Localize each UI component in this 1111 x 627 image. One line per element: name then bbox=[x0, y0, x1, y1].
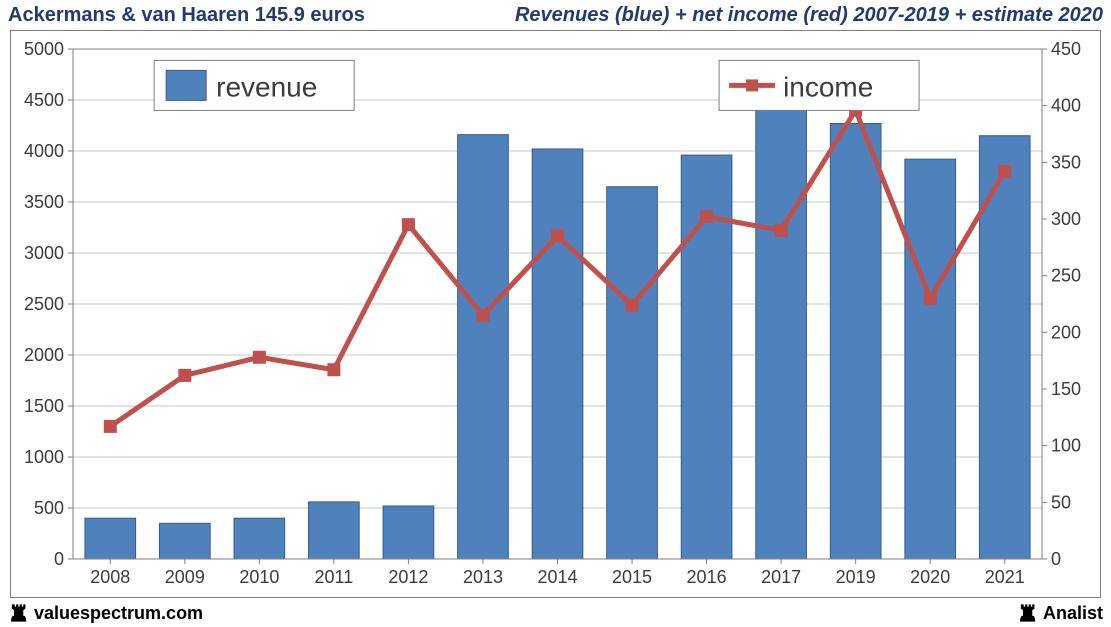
chart-plot-area: 0500100015002000250030003500400045005000… bbox=[10, 30, 1101, 598]
x-tick-label: 2012 bbox=[388, 567, 428, 587]
footer-right-text: Analist bbox=[1043, 603, 1103, 624]
y-right-tick-label: 0 bbox=[1051, 549, 1061, 569]
chart-title-left: Ackermans & van Haaren 145.9 euros bbox=[8, 4, 365, 27]
y-left-tick-label: 1500 bbox=[24, 396, 64, 416]
footer-right-brand: Analist bbox=[1019, 603, 1103, 624]
y-left-tick-label: 4500 bbox=[24, 90, 64, 110]
income-marker bbox=[477, 309, 489, 321]
y-left-tick-label: 2000 bbox=[24, 345, 64, 365]
legend-revenue: revenue bbox=[154, 60, 354, 110]
y-right-tick-label: 350 bbox=[1051, 152, 1081, 172]
legend-revenue-label: revenue bbox=[216, 71, 317, 102]
x-tick-label: 2008 bbox=[90, 567, 130, 587]
footer-left-text: valuespectrum.com bbox=[34, 603, 203, 624]
x-tick-label: 2016 bbox=[687, 567, 727, 587]
revenue-bar bbox=[383, 506, 434, 559]
y-left-tick-label: 5000 bbox=[24, 39, 64, 59]
x-tick-label: 2013 bbox=[463, 567, 503, 587]
y-right-tick-label: 450 bbox=[1051, 39, 1081, 59]
revenue-bar bbox=[905, 159, 956, 559]
income-marker bbox=[328, 364, 340, 376]
revenue-bar bbox=[756, 104, 807, 559]
y-left-tick-label: 4000 bbox=[24, 141, 64, 161]
y-left-tick-label: 3000 bbox=[24, 243, 64, 263]
x-tick-label: 2011 bbox=[315, 567, 354, 587]
income-marker bbox=[253, 351, 265, 363]
x-tick-label: 2015 bbox=[612, 567, 652, 587]
x-tick-label: 2019 bbox=[836, 567, 876, 587]
income-marker bbox=[179, 369, 191, 381]
x-tick-label: 2017 bbox=[761, 567, 801, 587]
chart-svg: 0500100015002000250030003500400045005000… bbox=[11, 31, 1100, 597]
income-marker bbox=[402, 219, 414, 231]
rook-icon bbox=[10, 603, 28, 623]
y-left-tick-label: 2500 bbox=[24, 294, 64, 314]
y-right-tick-label: 400 bbox=[1051, 96, 1081, 116]
y-left-tick-label: 3500 bbox=[24, 192, 64, 212]
y-left-tick-label: 1000 bbox=[24, 447, 64, 467]
x-tick-label: 2010 bbox=[239, 567, 279, 587]
footer-left-brand: valuespectrum.com bbox=[10, 603, 203, 624]
x-tick-label: 2009 bbox=[165, 567, 205, 587]
income-marker bbox=[626, 299, 638, 311]
income-marker bbox=[104, 420, 116, 432]
revenue-bar bbox=[159, 523, 210, 559]
y-right-tick-label: 300 bbox=[1051, 209, 1081, 229]
y-right-tick-label: 100 bbox=[1051, 436, 1081, 456]
y-right-tick-label: 50 bbox=[1051, 492, 1071, 512]
revenue-bar bbox=[309, 502, 360, 559]
x-tick-label: 2021 bbox=[985, 567, 1025, 587]
legend-income-label: income bbox=[783, 71, 873, 102]
income-marker bbox=[999, 165, 1011, 177]
revenue-bar bbox=[458, 135, 509, 559]
income-marker bbox=[924, 292, 936, 304]
y-left-tick-label: 500 bbox=[34, 498, 64, 518]
x-tick-label: 2014 bbox=[537, 567, 577, 587]
x-tick-label: 2020 bbox=[910, 567, 950, 587]
y-right-tick-label: 250 bbox=[1051, 266, 1081, 286]
y-right-tick-label: 200 bbox=[1051, 322, 1081, 342]
income-marker bbox=[775, 224, 787, 236]
revenue-bar bbox=[85, 518, 136, 559]
revenue-bar bbox=[607, 187, 658, 559]
revenue-bar bbox=[830, 123, 881, 559]
chart-title-right: Revenues (blue) + net income (red) 2007-… bbox=[515, 4, 1103, 27]
income-marker bbox=[552, 230, 564, 242]
revenue-bar bbox=[234, 518, 285, 559]
rook-icon bbox=[1019, 603, 1037, 623]
y-left-tick-label: 0 bbox=[54, 549, 64, 569]
y-right-tick-label: 150 bbox=[1051, 379, 1081, 399]
legend-income: income bbox=[719, 60, 919, 110]
income-marker bbox=[701, 211, 713, 223]
revenue-bar bbox=[532, 149, 583, 559]
